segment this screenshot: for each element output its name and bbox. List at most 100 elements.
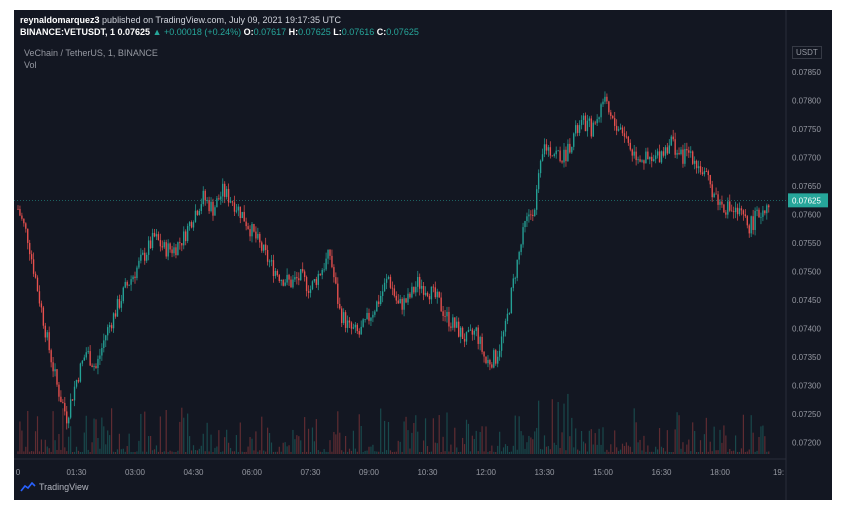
volume-bar xyxy=(72,451,74,454)
candle-body xyxy=(89,351,91,366)
volume-bar xyxy=(142,451,144,454)
volume-bar xyxy=(177,450,179,454)
price-chart[interactable]: 0.07200 0.07250 0.07300 0.07350 0.07400 0.074… xyxy=(14,10,832,500)
candle-body xyxy=(495,350,497,364)
volume-bar xyxy=(421,451,423,454)
candle-body xyxy=(286,274,288,283)
candle-body xyxy=(346,320,349,328)
candle-body xyxy=(323,269,325,271)
candle-body xyxy=(419,277,421,289)
candle-body xyxy=(71,399,74,401)
candle-body xyxy=(621,127,624,134)
candle-body xyxy=(649,156,651,160)
volume-bar xyxy=(317,450,319,454)
candle-body xyxy=(713,193,715,198)
candle-body xyxy=(34,273,37,278)
x-tick-label: 06:00 xyxy=(242,468,263,477)
candle-body xyxy=(674,139,676,155)
volume-bar xyxy=(255,431,257,454)
candle-body xyxy=(112,313,115,329)
candle-body xyxy=(760,216,762,218)
candle-body xyxy=(313,278,316,282)
volume-bar xyxy=(268,433,271,454)
candle-body xyxy=(420,285,423,289)
currency-label[interactable]: USDT xyxy=(792,46,822,59)
candle-body xyxy=(62,402,64,403)
volume-bar xyxy=(740,448,743,454)
candle-body xyxy=(163,242,165,248)
candle-body xyxy=(147,240,150,255)
volume-bar xyxy=(540,449,542,454)
volume-bar xyxy=(575,428,577,454)
candle-body xyxy=(198,210,201,215)
volume-bar xyxy=(579,450,581,454)
ohlc-open: O:0.07617 xyxy=(243,27,287,37)
volume-bar xyxy=(440,451,442,454)
volume-bar xyxy=(614,430,616,454)
volume-bar xyxy=(267,427,269,454)
candle-body xyxy=(280,280,282,282)
volume-bar xyxy=(524,448,526,454)
volume-bar xyxy=(204,451,206,454)
candle-body xyxy=(210,201,212,212)
volume-bar xyxy=(116,449,119,454)
candle-body xyxy=(130,279,132,285)
candle-body xyxy=(380,295,382,305)
candle-body xyxy=(263,244,265,251)
chart-title: VeChain / TetherUS, 1, BINANCE xyxy=(24,48,158,58)
x-tick-label: 15:00 xyxy=(593,468,614,477)
volume-bar xyxy=(282,442,284,454)
candle-body xyxy=(350,322,353,329)
candle-body xyxy=(580,119,583,126)
candle-body xyxy=(491,364,493,368)
candle-body xyxy=(668,145,670,154)
candle-body xyxy=(471,329,474,335)
volume-bar xyxy=(304,417,306,454)
candle-body xyxy=(60,396,62,403)
chart-frame: 0.07200 0.07250 0.07300 0.07350 0.07400 0.074… xyxy=(14,10,832,500)
volume-bar xyxy=(68,436,70,454)
candle-body xyxy=(259,233,261,243)
candle-body xyxy=(606,96,608,102)
candle-body xyxy=(701,172,704,175)
candle-body xyxy=(590,118,592,137)
candle-body xyxy=(378,301,380,305)
volume-bar xyxy=(167,451,169,454)
candle-body xyxy=(144,252,146,261)
volume-bar xyxy=(536,427,538,454)
candle-body xyxy=(364,319,366,320)
candle-body xyxy=(383,282,386,292)
volume-bar xyxy=(321,452,323,454)
candle-body xyxy=(557,150,559,152)
candle-body xyxy=(532,214,534,217)
candle-body xyxy=(561,161,563,163)
volume-bar xyxy=(306,451,308,454)
candle-body xyxy=(218,198,220,200)
candle-body xyxy=(99,355,101,359)
candle-body xyxy=(181,243,183,246)
volume-bar xyxy=(333,431,335,454)
tradingview-logo[interactable]: TradingView xyxy=(20,482,89,492)
candle-body xyxy=(268,261,271,263)
candle-body xyxy=(300,269,302,281)
candle-body xyxy=(426,292,429,297)
volume-bar xyxy=(508,451,510,454)
volume-bar xyxy=(417,431,419,454)
candle-body xyxy=(393,288,396,296)
volume-bar xyxy=(651,451,653,454)
candle-body xyxy=(703,171,706,175)
volume-bar xyxy=(477,451,479,454)
candle-body xyxy=(500,336,503,351)
candle-body xyxy=(721,201,723,205)
volume-bar xyxy=(635,422,637,454)
volume-bar xyxy=(563,403,565,454)
candle-body xyxy=(366,312,368,320)
candle-body xyxy=(124,281,126,288)
volume-bar xyxy=(680,448,682,454)
volume-bar xyxy=(612,451,614,454)
candle-body xyxy=(368,312,370,321)
volume-bar xyxy=(64,447,66,454)
candle-body xyxy=(66,411,68,424)
candle-body xyxy=(756,209,758,211)
candle-body xyxy=(645,151,647,164)
